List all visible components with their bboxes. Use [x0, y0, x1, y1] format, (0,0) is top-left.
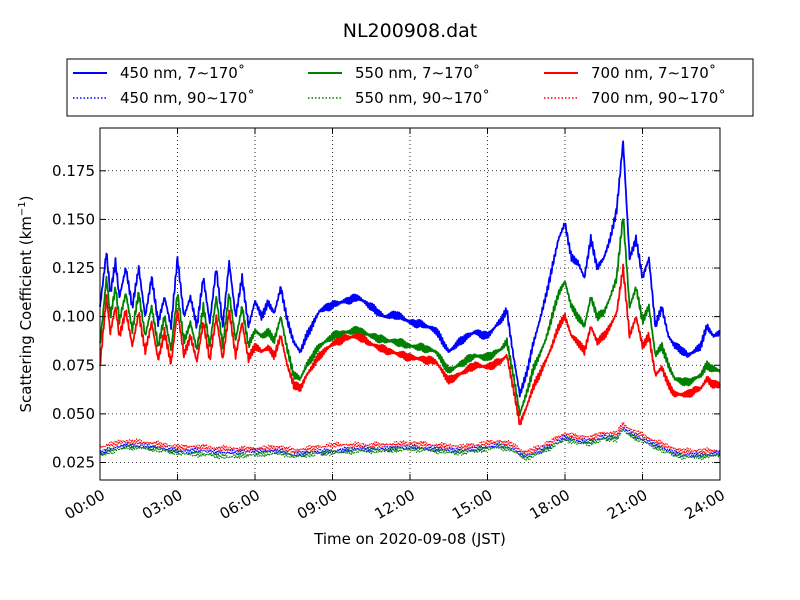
- x-tick-label: 12:00: [372, 486, 418, 523]
- y-tick-label: 0.050: [52, 405, 95, 423]
- legend: 450 nm, 7∼170˚ 550 nm, 7∼170˚ 700 nm, 7∼17…: [66, 58, 754, 117]
- y-tick-label: 0.075: [52, 356, 95, 374]
- legend-label: 700 nm, 90∼170˚: [591, 89, 726, 107]
- legend-label: 550 nm, 7∼170˚: [355, 64, 480, 82]
- x-tick-label: 21:00: [604, 486, 650, 523]
- x-tick-label: 00:00: [62, 486, 108, 523]
- x-tick-label: 15:00: [449, 486, 495, 523]
- y-axis-label-close: ): [17, 195, 35, 201]
- x-tick-label: 06:00: [217, 486, 263, 523]
- x-tick-label: 24:00: [682, 486, 728, 523]
- series-line-dotted-4: [99, 428, 721, 461]
- y-tick-label: 0.025: [52, 453, 95, 471]
- series-line-0: [99, 140, 721, 398]
- x-tick-label: 03:00: [139, 486, 185, 523]
- legend-label: 700 nm, 7∼170˚: [591, 64, 716, 82]
- y-tick-label: 0.125: [52, 259, 95, 277]
- x-tick-label: 18:00: [527, 486, 573, 523]
- series-layer: [99, 140, 721, 461]
- chart-title: NL200908.dat: [343, 20, 478, 42]
- plot-area: 00:00 03:00 06:00 09:00 12:00 15:00 18:00 21:00…: [52, 127, 728, 523]
- x-axis-label: Time on 2020-09-08 (JST): [313, 530, 506, 548]
- legend-label: 450 nm, 7∼170˚: [120, 64, 245, 82]
- y-axis-label: Scattering Coefficient (km−1): [17, 195, 35, 412]
- y-tick-label: 0.175: [52, 162, 95, 180]
- series-line-dotted-5: [99, 421, 721, 455]
- y-axis-label-text: Scattering Coefficient (km: [17, 216, 35, 412]
- series-line-1: [99, 218, 721, 417]
- y-tick-label: 0.100: [52, 308, 95, 326]
- x-tick-label: 09:00: [294, 486, 340, 523]
- series-line-2: [99, 263, 721, 426]
- y-axis-label-unit-exponent: −1: [17, 201, 28, 216]
- legend-label: 450 nm, 90∼170˚: [120, 89, 255, 107]
- legend-frame: [66, 58, 754, 117]
- legend-label: 550 nm, 90∼170˚: [355, 89, 490, 107]
- y-tick-label: 0.150: [52, 210, 95, 228]
